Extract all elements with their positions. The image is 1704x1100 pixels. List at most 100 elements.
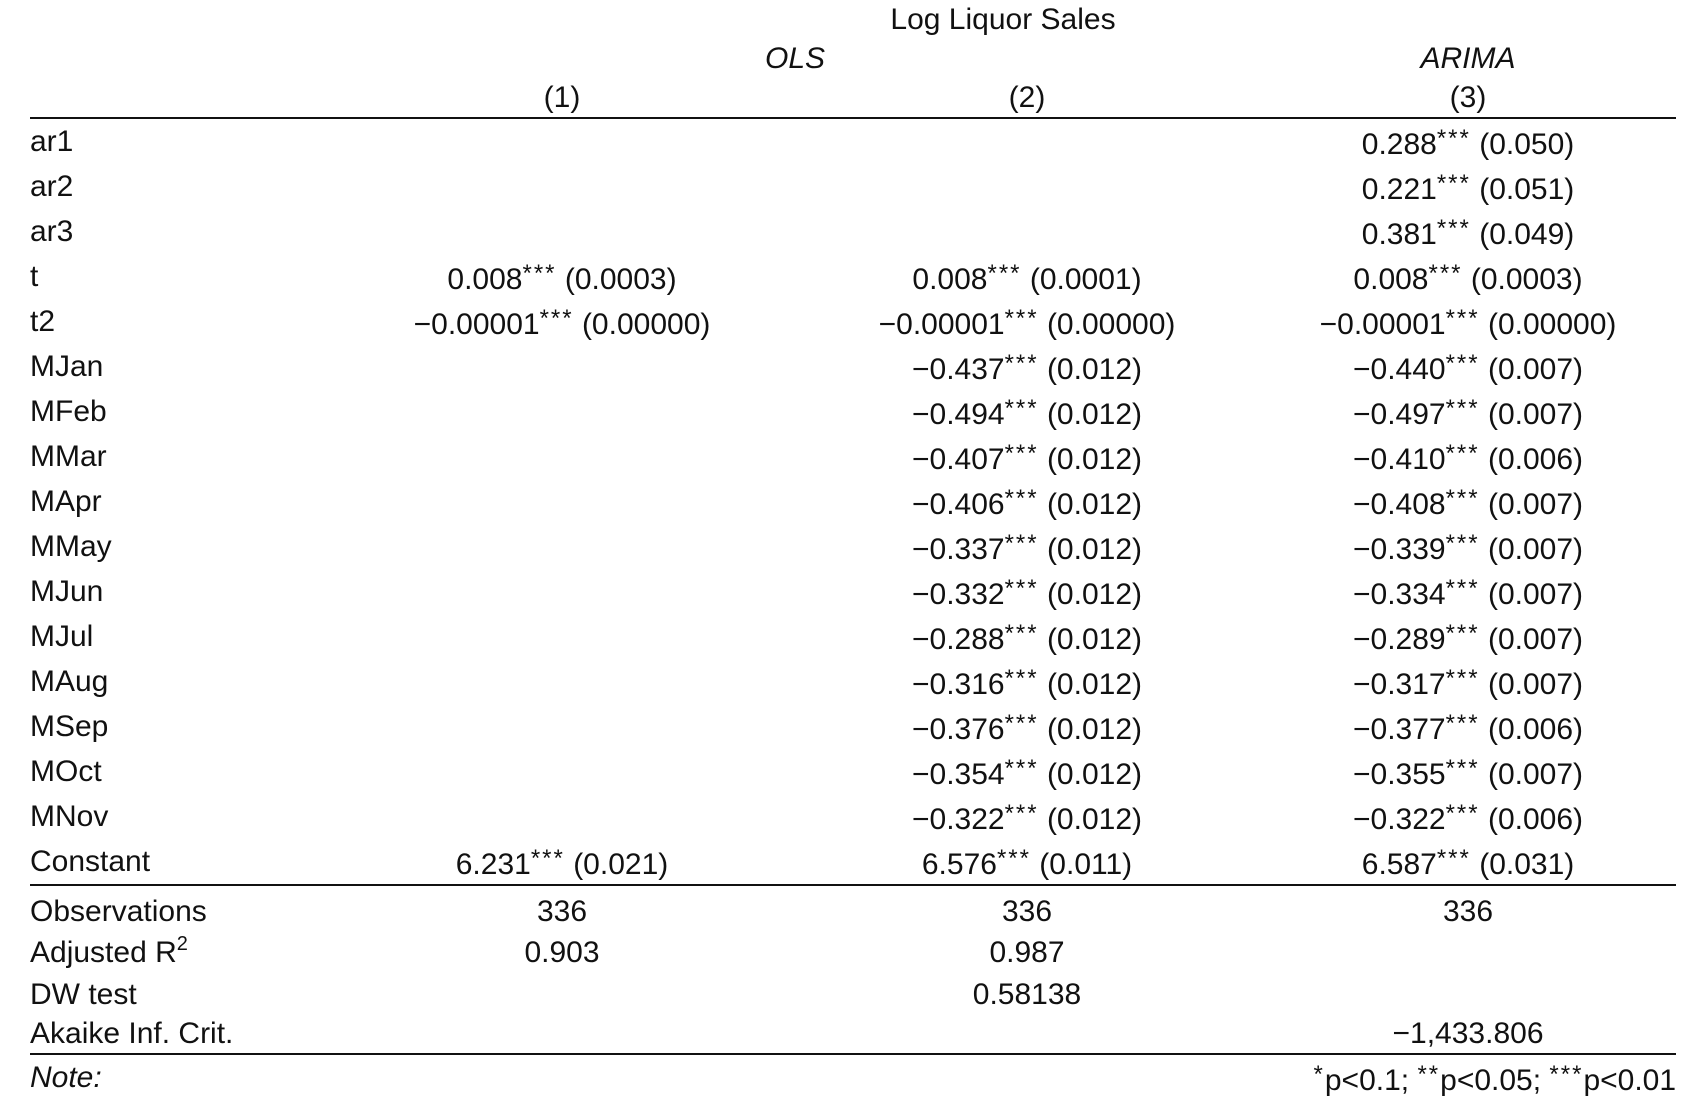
variable-label: MNov — [30, 800, 109, 833]
coefficient-cell-2 — [794, 209, 1260, 254]
variable-label: Constant — [30, 845, 151, 878]
variable-label: ar1 — [30, 125, 74, 158]
coefficient-cell-1 — [330, 569, 794, 614]
coefficient-cell-2: −0.00001*** (0.00000) — [878, 305, 1176, 341]
coefficient-cell-1 — [330, 434, 794, 479]
regression-table-page: Log Liquor Sales OLS ARIMA (1) (2) (3) a… — [30, 3, 1677, 1100]
coefficient-cell-1: 0.008*** (0.0003) — [447, 260, 677, 296]
coefficient-cell-1 — [330, 344, 794, 389]
coefficient-row-mjan: MJan −0.437*** (0.012) −0.440*** (0.007) — [30, 344, 1676, 389]
stat-row-adjusted-r2: Adjusted R2 0.903 0.987 — [30, 931, 1676, 975]
stat-label: DW test — [30, 978, 137, 1011]
significance-note: *p<0.1; **p<0.05; ***p<0.01 — [794, 1053, 1677, 1100]
coefficient-cell-2: −0.376*** (0.012) — [911, 710, 1142, 746]
coefficient-cell-3: 0.221*** (0.051) — [1361, 170, 1575, 206]
coefficient-cell-1 — [330, 479, 794, 524]
note-label: Note: — [30, 1053, 330, 1100]
coefficient-cell-3: 6.587*** (0.031) — [1361, 845, 1575, 881]
coefficient-cell-1 — [330, 794, 794, 839]
stat-cell-3 — [1260, 931, 1676, 975]
coefficient-cell-1 — [330, 704, 794, 749]
coefficient-cell-3: −0.377*** (0.006) — [1353, 710, 1584, 746]
coefficient-cell-2: −0.332*** (0.012) — [911, 575, 1142, 611]
stat-row-observations: Observations 336 336 336 — [30, 884, 1677, 931]
coefficient-cell-1: −0.00001*** (0.00000) — [413, 305, 711, 341]
stat-row-dw-test: DW test 0.58138 — [30, 975, 1676, 1014]
coefficient-cell-1 — [330, 389, 794, 434]
coefficient-cell-3: −0.317*** (0.007) — [1353, 665, 1584, 701]
coefficient-cell-3: −0.00001*** (0.00000) — [1319, 305, 1617, 341]
coefficient-row-mjun: MJun −0.332*** (0.012) −0.334*** (0.007) — [30, 569, 1676, 614]
variable-label: MSep — [30, 710, 109, 743]
group-label-ols: OLS — [764, 42, 826, 75]
coefficient-cell-2: 0.008*** (0.0001) — [912, 260, 1142, 296]
stat-label-text: Adjusted R — [30, 936, 177, 969]
coefficient-row-mfeb: MFeb −0.494*** (0.012) −0.497*** (0.007) — [30, 389, 1676, 434]
coefficient-row-t2: t2 −0.00001*** (0.00000) −0.00001*** (0.00… — [30, 299, 1676, 344]
coefficient-row-mjul: MJul −0.288*** (0.012) −0.289*** (0.007) — [30, 614, 1676, 659]
coefficient-cell-1: 6.231*** (0.021) — [455, 845, 669, 881]
coefficient-cell-1 — [330, 209, 794, 254]
coefficient-cell-1 — [330, 118, 794, 164]
coefficient-cell-3: −0.322*** (0.006) — [1353, 800, 1584, 836]
coefficient-row-maug: MAug −0.316*** (0.012) −0.317*** (0.007) — [30, 659, 1676, 704]
coefficient-cell-2: −0.316*** (0.012) — [911, 665, 1142, 701]
column-header-1: (1) — [330, 78, 794, 119]
coefficient-cell-1 — [330, 749, 794, 794]
coefficient-cell-3: 0.288*** (0.050) — [1361, 125, 1575, 161]
header-title-row: Log Liquor Sales — [30, 0, 1676, 39]
stat-cell-3: −1,433.806 — [1392, 1017, 1544, 1050]
coefficient-cell-3: −0.408*** (0.007) — [1353, 485, 1584, 521]
coefficient-cell-3: −0.289*** (0.007) — [1353, 620, 1584, 656]
coefficient-cell-1 — [330, 614, 794, 659]
stat-cell-3: 336 — [1260, 884, 1677, 931]
coefficient-cell-3: −0.334*** (0.007) — [1353, 575, 1584, 611]
variable-label: MMay — [30, 530, 112, 563]
stat-cell-2: 336 — [794, 884, 1260, 931]
variable-label: ar3 — [30, 215, 74, 248]
regression-table: Log Liquor Sales OLS ARIMA (1) (2) (3) a… — [30, 0, 1677, 1100]
stat-cell-1: 0.903 — [524, 936, 600, 969]
stat-label: Akaike Inf. Crit. — [30, 1017, 234, 1050]
coefficient-cell-2: −0.406*** (0.012) — [911, 485, 1142, 521]
coefficient-cell-1 — [330, 164, 794, 209]
dependent-variable-title: Log Liquor Sales — [890, 3, 1116, 36]
variable-label: ar2 — [30, 170, 74, 203]
stat-label: Observations — [30, 884, 330, 931]
variable-label: MMar — [30, 440, 107, 473]
coefficient-cell-3: −0.440*** (0.007) — [1353, 350, 1584, 386]
coefficient-cell-2: 6.576*** (0.011) — [921, 845, 1133, 881]
coefficient-row-ar1: ar1 0.288*** (0.050) — [30, 118, 1676, 164]
variable-label: MJun — [30, 575, 104, 608]
coefficient-cell-3: −0.497*** (0.007) — [1353, 395, 1584, 431]
variable-label: t — [30, 260, 39, 293]
coefficient-cell-3: 0.381*** (0.049) — [1361, 215, 1575, 251]
coefficient-cell-2: −0.288*** (0.012) — [911, 620, 1142, 656]
stat-cell-1 — [330, 975, 794, 1014]
variable-label: MJan — [30, 350, 104, 383]
stat-cell-2: 0.987 — [989, 936, 1065, 969]
variable-label: MFeb — [30, 395, 107, 428]
coefficient-cell-3: −0.410*** (0.006) — [1353, 440, 1584, 476]
coefficient-row-mnov: MNov −0.322*** (0.012) −0.322*** (0.006) — [30, 794, 1676, 839]
stat-cell-3 — [1260, 975, 1676, 1014]
coefficient-cell-2: −0.437*** (0.012) — [911, 350, 1142, 386]
coefficient-cell-1 — [330, 524, 794, 569]
coefficient-cell-2: −0.337*** (0.012) — [911, 530, 1142, 566]
stat-label-superscript: 2 — [176, 933, 188, 955]
coefficient-row-ar3: ar3 0.381*** (0.049) — [30, 209, 1676, 254]
header-column-number-row: (1) (2) (3) — [30, 78, 1677, 119]
coefficient-row-mmay: MMay −0.337*** (0.012) −0.339*** (0.007) — [30, 524, 1676, 569]
stat-cell-2 — [794, 1014, 1260, 1054]
note-row: Note: *p<0.1; **p<0.05; ***p<0.01 — [30, 1053, 1677, 1100]
stat-cell-1: 336 — [330, 884, 794, 931]
coefficient-cell-2: −0.322*** (0.012) — [911, 800, 1142, 836]
coefficient-cell-1 — [330, 659, 794, 704]
coefficient-cell-2: −0.407*** (0.012) — [911, 440, 1142, 476]
coefficient-row-moct: MOct −0.354*** (0.012) −0.355*** (0.007) — [30, 749, 1676, 794]
group-label-arima: ARIMA — [1420, 42, 1516, 75]
header-group-row: OLS ARIMA — [30, 39, 1676, 78]
coefficient-row-t: t 0.008*** (0.0003) 0.008*** (0.0001) 0.008… — [30, 254, 1676, 299]
coefficient-row-ar2: ar2 0.221*** (0.051) — [30, 164, 1676, 209]
variable-label: MOct — [30, 755, 102, 788]
